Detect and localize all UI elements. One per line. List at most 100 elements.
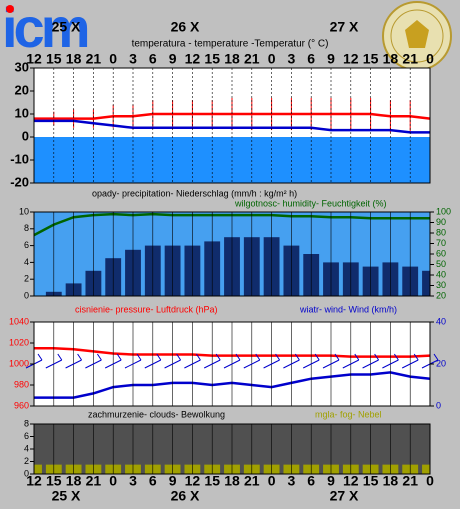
wind-barb bbox=[243, 353, 261, 369]
y-tick-label: 0 bbox=[22, 128, 29, 143]
hour-label: 6 bbox=[149, 473, 157, 489]
y-tick-label: 0 bbox=[24, 468, 29, 478]
legend-label: wiatr- wind- Wind (km/h) bbox=[299, 304, 397, 314]
legend-label: cisnienie- pressure- Luftdruck (hPa) bbox=[75, 304, 218, 314]
y2-tick-label: 30 bbox=[436, 280, 446, 290]
legend-label: wilgotnosc- humidity- Feuchtigkeit (%) bbox=[234, 198, 387, 208]
hour-label: 0 bbox=[268, 51, 276, 67]
logo: icm bbox=[2, 0, 88, 59]
hour-label: 0 bbox=[426, 473, 434, 489]
wind-barb bbox=[144, 353, 162, 369]
wind-barb bbox=[223, 353, 241, 369]
wind-barb bbox=[283, 353, 300, 369]
hour-label: 15 bbox=[46, 473, 62, 489]
hour-label: 9 bbox=[327, 473, 335, 489]
hour-label: 3 bbox=[129, 473, 137, 489]
wind-barb bbox=[85, 353, 102, 369]
bar bbox=[422, 270, 430, 296]
hour-label: 12 bbox=[343, 473, 359, 489]
hour-label: 12 bbox=[26, 51, 42, 67]
wind-barb bbox=[263, 353, 281, 369]
y-tick-label: 8 bbox=[24, 223, 29, 233]
hour-label: 15 bbox=[204, 51, 220, 67]
hour-label: 0 bbox=[109, 51, 117, 67]
hour-label: 18 bbox=[383, 473, 399, 489]
plot-frame bbox=[33, 321, 431, 407]
y2-tick-label: 50 bbox=[436, 259, 446, 269]
hour-label: 21 bbox=[244, 51, 260, 67]
y-tick-label: -20 bbox=[10, 174, 29, 189]
hour-label: 6 bbox=[307, 51, 315, 67]
plot-frame bbox=[33, 67, 431, 184]
hour-label: 6 bbox=[149, 51, 157, 67]
y-tick-label: 20 bbox=[15, 82, 29, 97]
y2-tick-label: 80 bbox=[436, 227, 446, 237]
seal bbox=[382, 1, 452, 71]
y2-tick-label: 60 bbox=[436, 248, 446, 258]
wind-barb bbox=[65, 353, 83, 369]
hour-label: 12 bbox=[343, 51, 359, 67]
y2-tick-label: 40 bbox=[436, 316, 446, 326]
wind-barb bbox=[342, 353, 360, 369]
y-tick-label: 1040 bbox=[9, 316, 29, 326]
hour-label: 21 bbox=[86, 473, 102, 489]
hour-label: 6 bbox=[307, 473, 315, 489]
hour-label: 18 bbox=[224, 51, 240, 67]
bar bbox=[34, 464, 42, 474]
hour-label: 15 bbox=[363, 473, 379, 489]
hour-label: 9 bbox=[169, 473, 177, 489]
date-label: 25 X bbox=[52, 19, 81, 35]
date-label: 27 X bbox=[330, 488, 359, 504]
y-tick-label: 6 bbox=[24, 431, 29, 441]
y2-tick-label: 90 bbox=[436, 217, 446, 227]
hour-label: 3 bbox=[288, 473, 296, 489]
hour-label: 12 bbox=[26, 473, 42, 489]
wind-barb bbox=[382, 353, 399, 369]
date-label: 25 X bbox=[52, 488, 81, 504]
hour-label: 18 bbox=[66, 473, 82, 489]
hour-label: 15 bbox=[46, 51, 62, 67]
y-tick-label: 0 bbox=[24, 290, 29, 300]
y2-tick-label: 40 bbox=[436, 269, 446, 279]
y-tick-label: 2 bbox=[24, 456, 29, 466]
y-tick-label: 2 bbox=[24, 274, 29, 284]
hour-label: 18 bbox=[66, 51, 82, 67]
series-line bbox=[34, 119, 430, 134]
y-tick-label: 960 bbox=[14, 400, 29, 410]
y-tick-label: 980 bbox=[14, 379, 29, 389]
legend-label: zachmurzenie- clouds- Bewolkung bbox=[88, 409, 225, 419]
hour-label: 12 bbox=[185, 473, 201, 489]
y2-tick-label: 100 bbox=[436, 206, 451, 216]
hour-label: 0 bbox=[109, 473, 117, 489]
chart-title: temperatura - temperature -Temperatur (°… bbox=[132, 39, 329, 50]
hour-label: 21 bbox=[402, 473, 418, 489]
logo-dot bbox=[6, 5, 14, 13]
hour-label: 18 bbox=[383, 51, 399, 67]
y-tick-label: 1020 bbox=[9, 337, 29, 347]
date-label: 27 X bbox=[330, 19, 359, 35]
wind-barb bbox=[124, 353, 142, 369]
y2-tick-label: 20 bbox=[436, 358, 446, 368]
y-tick-label: 8 bbox=[24, 418, 29, 428]
y-tick-label: 10 bbox=[15, 105, 29, 120]
hour-label: 12 bbox=[185, 51, 201, 67]
wind-barb bbox=[362, 353, 380, 369]
hour-label: 15 bbox=[363, 51, 379, 67]
legend-label: opady- precipitation- Niederschlag (mm/h… bbox=[92, 188, 297, 198]
y2-tick-label: 70 bbox=[436, 238, 446, 248]
y-tick-label: 4 bbox=[24, 257, 29, 267]
y-tick-label: 6 bbox=[24, 240, 29, 250]
hour-label: 15 bbox=[204, 473, 220, 489]
hour-label: 3 bbox=[129, 51, 137, 67]
hour-label: 21 bbox=[402, 51, 418, 67]
wind-barb bbox=[322, 353, 340, 369]
bar bbox=[34, 424, 44, 474]
hour-label: 9 bbox=[327, 51, 335, 67]
y-tick-label: -10 bbox=[10, 151, 29, 166]
bar bbox=[420, 424, 430, 474]
wind-barb bbox=[203, 353, 221, 369]
plot-frame bbox=[33, 423, 431, 475]
wind-barb bbox=[164, 353, 182, 369]
hour-label: 18 bbox=[224, 473, 240, 489]
